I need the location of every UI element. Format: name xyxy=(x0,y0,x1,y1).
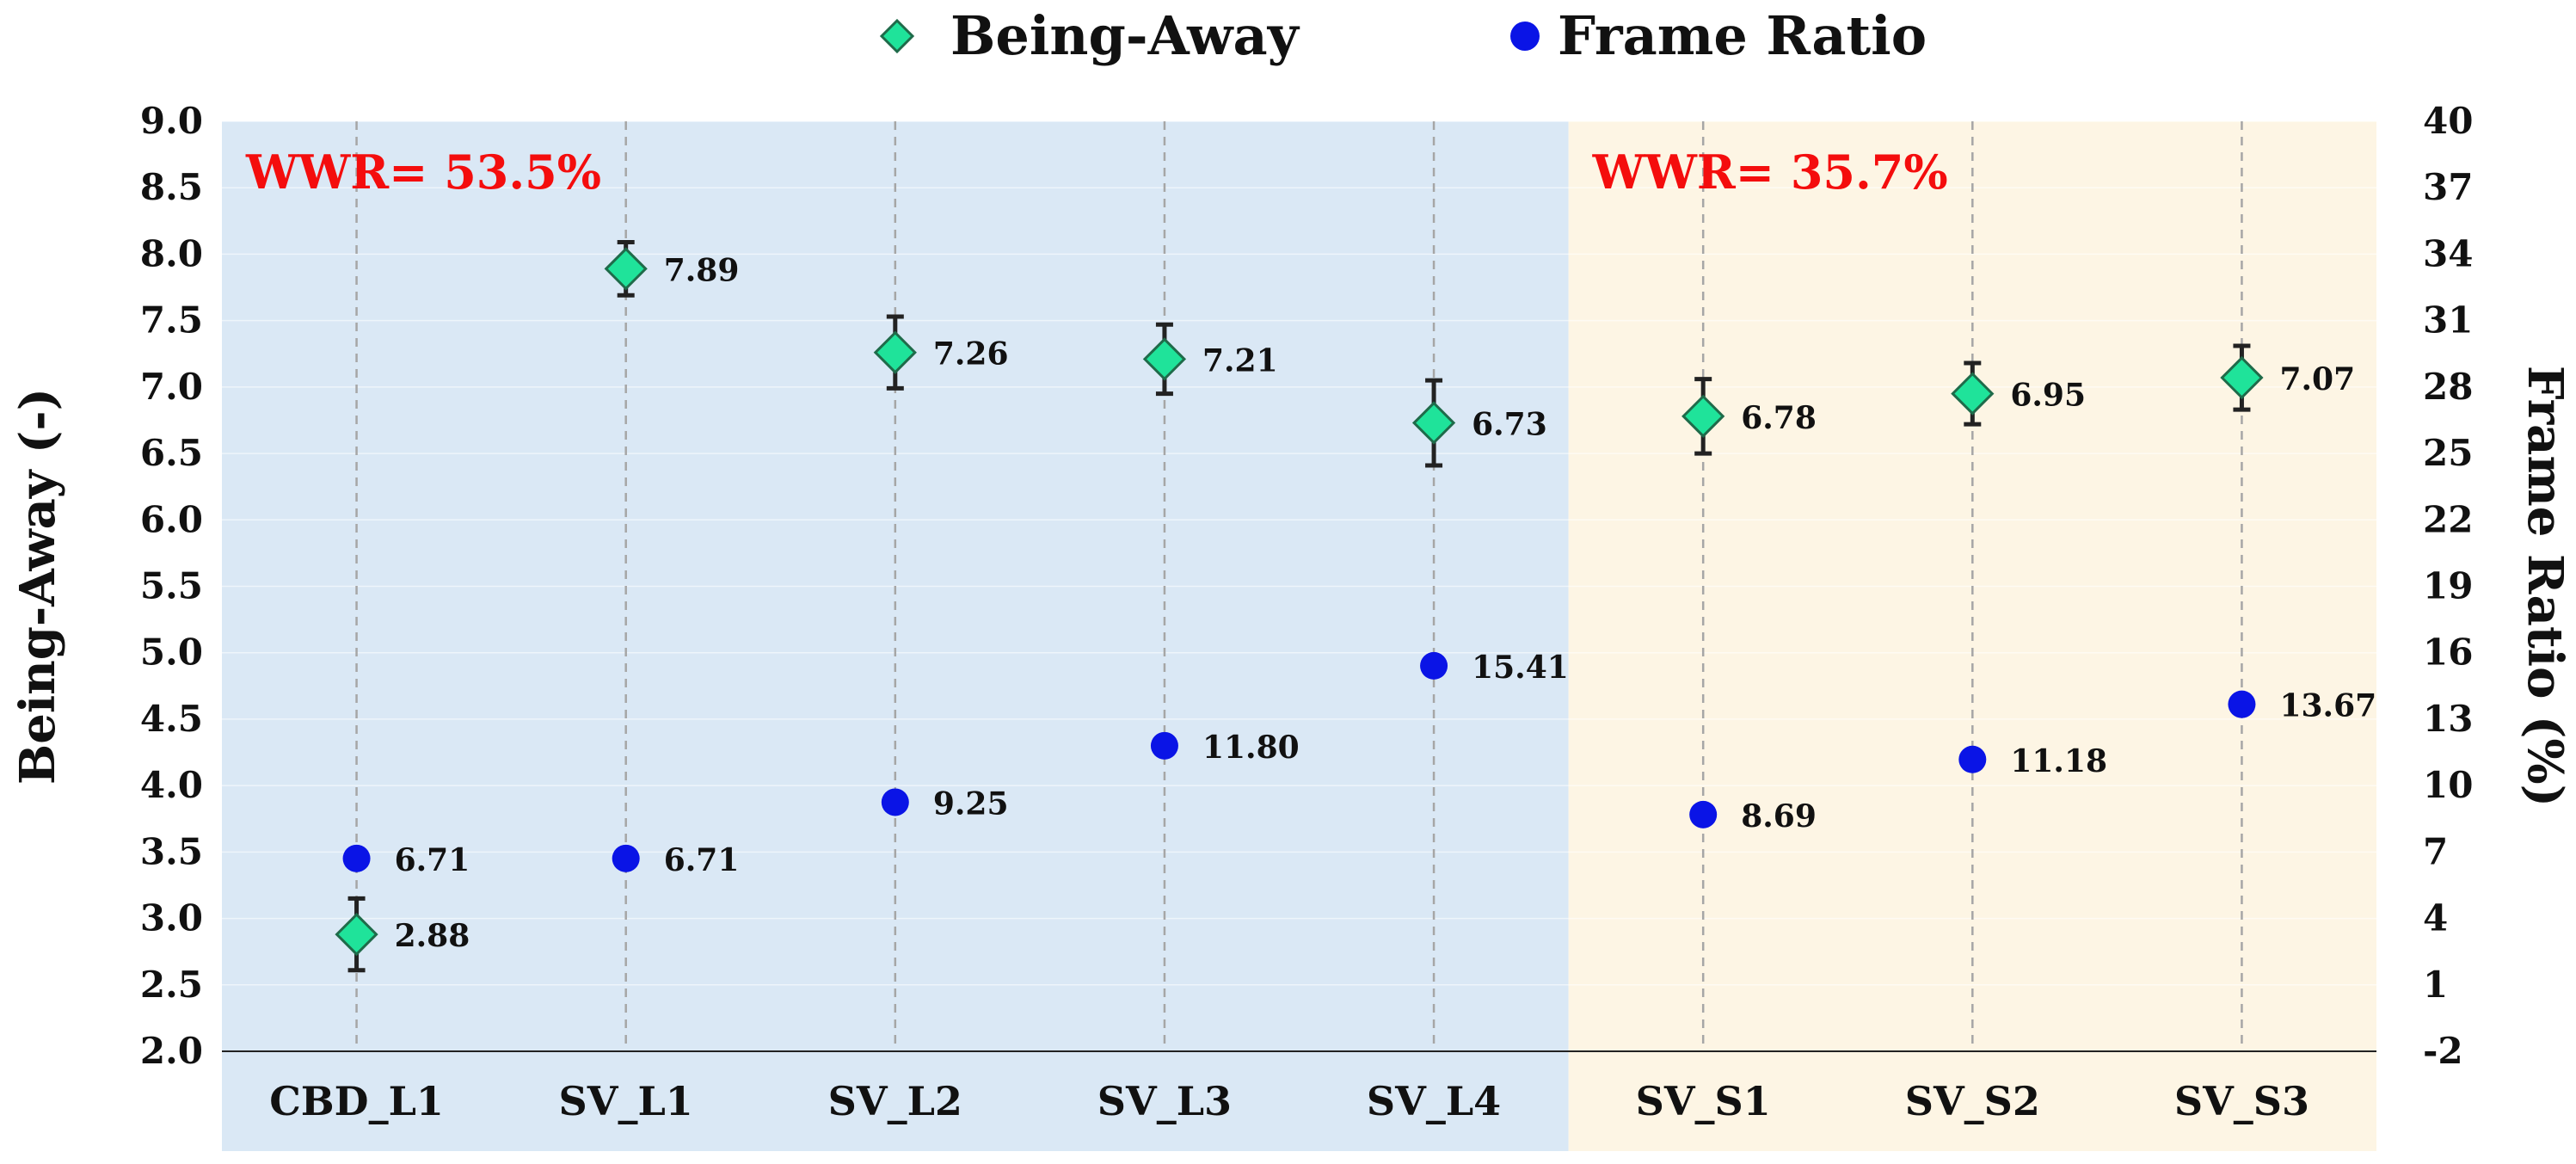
x-category-label: SV_L2 xyxy=(828,1078,962,1124)
y-left-tick-label: 2.5 xyxy=(140,964,203,1006)
being-away-point xyxy=(873,330,917,374)
y-right-tick-label: 1 xyxy=(2423,964,2448,1006)
frame-ratio-point xyxy=(881,788,909,816)
frame-ratio-point xyxy=(2228,690,2256,718)
y-right-tick-label: -2 xyxy=(2423,1030,2463,1072)
y-right-tick-label: 16 xyxy=(2423,631,2473,674)
region-label-1: WWR= 53.5% xyxy=(245,145,601,200)
frame-ratio-value-label: 11.80 xyxy=(1202,730,1300,766)
axes: 2.0 2.5 3.0 3.5 4.0 4.5 5.0 5.5 6.0 6.5 7.0 7.5 8.0 8… xyxy=(9,100,2573,1124)
region-backgrounds xyxy=(222,121,2376,1151)
being-away-point xyxy=(1411,401,1456,445)
legend-diamond-icon xyxy=(879,18,915,54)
being-away-value-label: 6.73 xyxy=(1472,407,1547,443)
x-category-label: CBD_L1 xyxy=(269,1078,444,1124)
y-left-tick-label: 8.5 xyxy=(140,166,203,208)
frame-ratio-value-label: 15.41 xyxy=(1472,650,1569,686)
frame-ratio-point xyxy=(1150,731,1178,760)
y-left-tick-label: 7.5 xyxy=(140,299,203,342)
region-label-2: WWR= 35.7% xyxy=(1592,145,1948,200)
y-right-tick-label: 7 xyxy=(2423,830,2448,872)
frame-ratio-point xyxy=(1420,651,1448,680)
frame-ratio-point xyxy=(612,844,640,872)
frame-ratio-value-label: 6.71 xyxy=(664,842,740,878)
legend-circle-icon xyxy=(1510,22,1540,51)
being-away-value-label: 7.89 xyxy=(664,252,740,288)
x-category-label: SV_L3 xyxy=(1097,1078,1232,1124)
frame-ratio-point xyxy=(1689,800,1718,828)
x-category-label: SV_L1 xyxy=(559,1078,693,1124)
y-left-tick-label: 5.0 xyxy=(140,631,203,674)
y-right-tick-label: 31 xyxy=(2423,299,2473,342)
frame-ratio-point xyxy=(342,844,371,872)
frame-ratio-value-label: 8.69 xyxy=(1741,798,1817,835)
being-away-value-label: 7.07 xyxy=(2279,361,2355,397)
being-away-point xyxy=(604,247,648,291)
being-away-point xyxy=(1681,394,1725,438)
y-left-tick-label: 3.0 xyxy=(140,897,203,939)
y-right-tick-label: 37 xyxy=(2423,166,2473,208)
y-right-tick-label: 25 xyxy=(2423,432,2473,474)
y-right-tick-label: 34 xyxy=(2423,232,2473,274)
frame-ratio-point xyxy=(1958,745,1987,773)
data-marks xyxy=(335,247,2264,957)
being-away-point xyxy=(1951,372,1995,416)
y-right-tick-label: 10 xyxy=(2423,764,2473,806)
legend-label-frame-ratio: Frame Ratio xyxy=(1558,4,1927,67)
y-left-tick-label: 2.0 xyxy=(140,1030,203,1072)
y-right-tick-label: 13 xyxy=(2423,698,2473,740)
x-category-label: SV_S1 xyxy=(1636,1078,1771,1124)
being-away-value-label: 2.88 xyxy=(395,918,470,954)
y-right-tick-label: 19 xyxy=(2423,565,2473,607)
y-left-tick-label: 6.0 xyxy=(140,498,203,540)
y-left-tick-label: 9.0 xyxy=(140,100,203,142)
x-category-label: SV_S2 xyxy=(1905,1078,2040,1124)
being-away-point xyxy=(1142,337,1187,381)
frame-ratio-value-label: 13.67 xyxy=(2279,688,2376,724)
y-right-axis-title: Frame Ratio (%) xyxy=(2517,366,2573,807)
being-away-point xyxy=(2220,355,2264,400)
y-left-tick-label: 4.5 xyxy=(140,698,203,740)
data-labels: WWR= 53.5% WWR= 35.7% 2.88 7.89 7.26 7.21 6.73… xyxy=(245,145,2376,954)
gridlines xyxy=(222,120,2376,1052)
y-left-axis-title: Being-Away (-) xyxy=(9,388,66,785)
being-away-value-label: 6.95 xyxy=(2010,378,2086,414)
y-left-tick-label: 4.0 xyxy=(140,764,203,806)
being-away-value-label: 7.21 xyxy=(1202,342,1278,379)
being-away-point xyxy=(335,912,378,957)
y-right-tick-label: 28 xyxy=(2423,366,2473,408)
y-right-tick-label: 22 xyxy=(2423,498,2473,540)
x-category-label: SV_S3 xyxy=(2174,1078,2309,1124)
y-left-tick-label: 6.5 xyxy=(140,432,203,474)
frame-ratio-value-label: 9.25 xyxy=(933,785,1009,822)
y-left-tick-label: 3.5 xyxy=(140,830,203,872)
y-left-tick-label: 7.0 xyxy=(140,366,203,408)
frame-ratio-value-label: 6.71 xyxy=(395,842,470,878)
legend: Being-Away Frame Ratio xyxy=(879,4,1927,67)
frame-ratio-value-label: 11.18 xyxy=(2010,743,2107,779)
y-left-tick-label: 8.0 xyxy=(140,232,203,274)
x-category-label: SV_L4 xyxy=(1367,1078,1501,1124)
y-right-tick-label: 4 xyxy=(2423,897,2448,939)
legend-label-being-away: Being-Away xyxy=(950,4,1300,67)
y-right-tick-label: 40 xyxy=(2423,100,2473,142)
being-away-value-label: 6.78 xyxy=(1741,400,1817,436)
y-left-tick-label: 5.5 xyxy=(140,565,203,607)
being-away-value-label: 7.26 xyxy=(933,336,1009,373)
